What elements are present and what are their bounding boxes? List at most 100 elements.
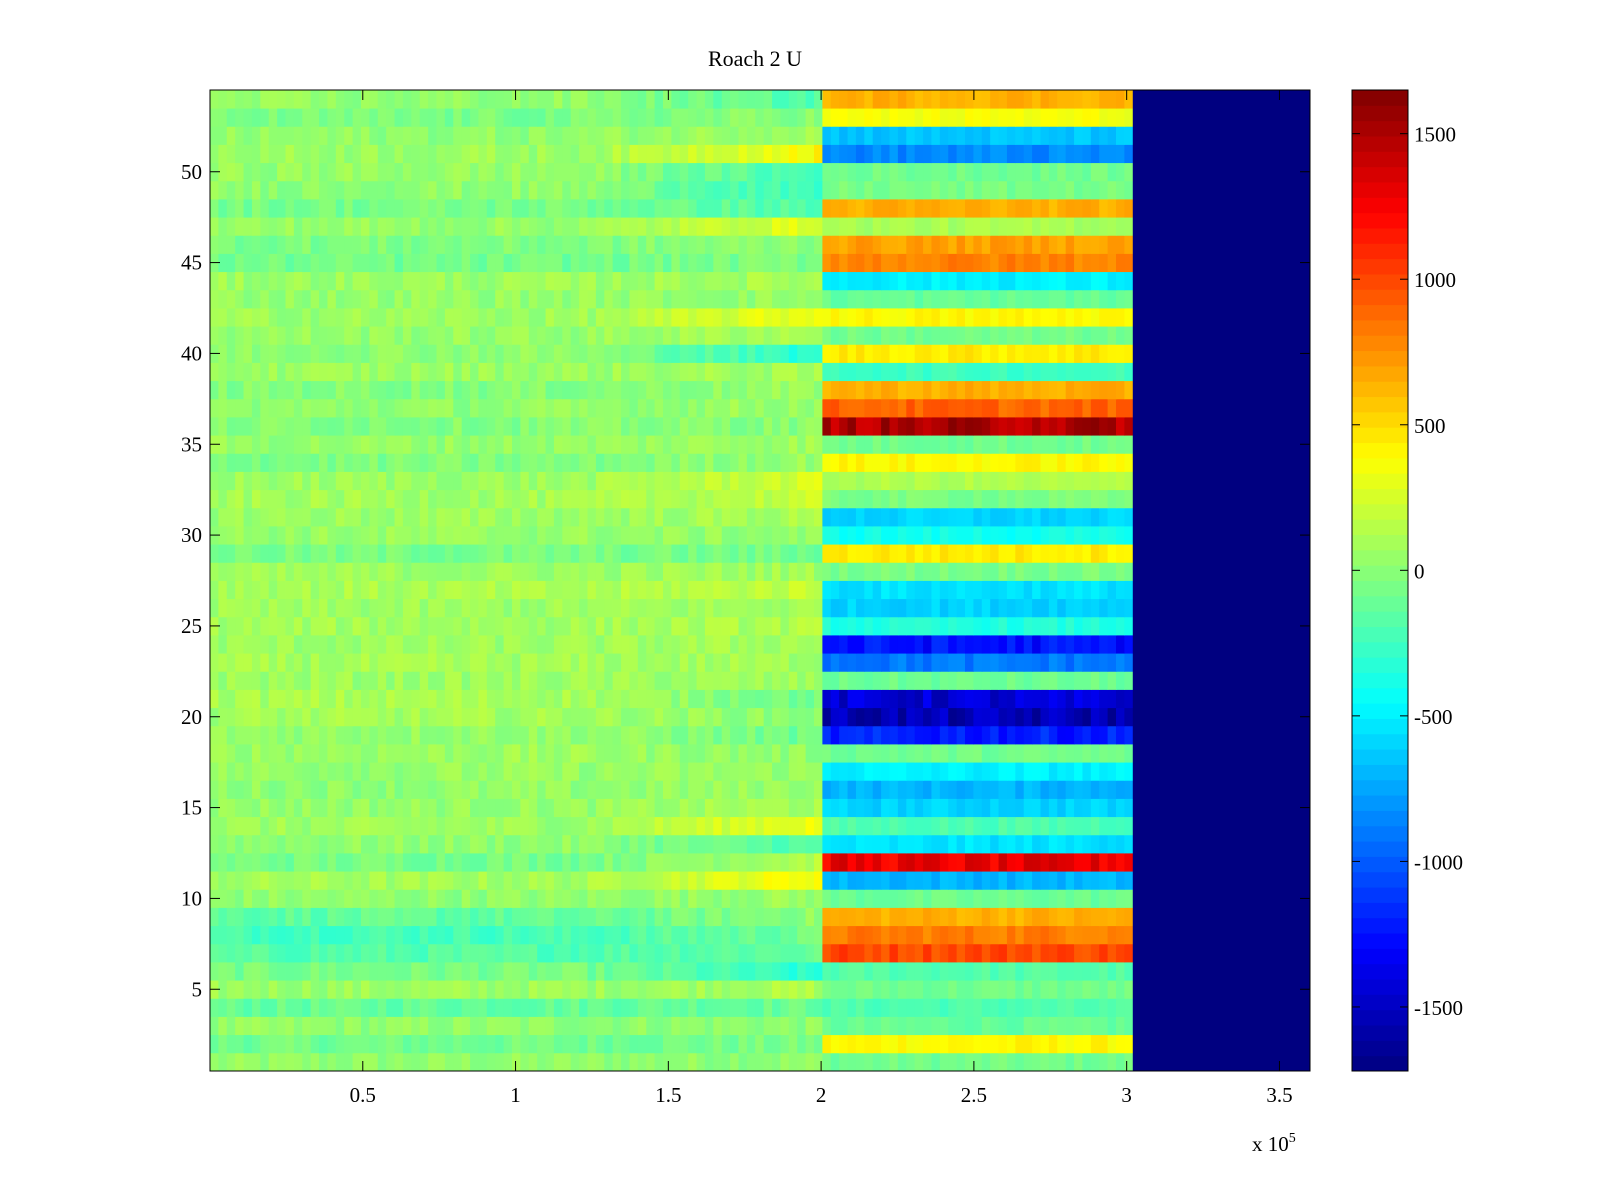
heatmap-cell xyxy=(352,925,362,945)
heatmap-cell xyxy=(218,907,228,927)
heatmap-cell xyxy=(998,707,1008,727)
heatmap-cell xyxy=(931,998,941,1017)
heatmap-cell xyxy=(1040,980,1050,999)
heatmap-cell xyxy=(1015,580,1025,600)
heatmap-cell xyxy=(444,998,454,1017)
heatmap-cell xyxy=(679,526,689,545)
heatmap-cell xyxy=(470,853,480,872)
heatmap-cell xyxy=(537,616,547,636)
heatmap-cell xyxy=(855,598,865,618)
heatmap-cell xyxy=(1082,871,1092,890)
heatmap-cell xyxy=(1074,798,1084,818)
heatmap-cell xyxy=(671,526,681,545)
heatmap-cell xyxy=(814,980,823,999)
heatmap-cell xyxy=(990,907,1000,927)
heatmap-cell xyxy=(713,635,723,654)
heatmap-cell xyxy=(973,889,983,908)
heatmap-cell xyxy=(394,453,404,472)
heatmap-cell xyxy=(260,671,270,690)
heatmap-cell xyxy=(671,907,681,927)
heatmap-cell xyxy=(621,1016,631,1036)
heatmap-cell xyxy=(998,871,1008,890)
heatmap-cell xyxy=(939,780,949,799)
heatmap-cell xyxy=(520,962,530,981)
heatmap-cell xyxy=(998,925,1008,945)
heatmap-cell xyxy=(553,326,563,345)
heatmap-cell xyxy=(579,834,589,854)
heatmap-cell xyxy=(419,235,429,254)
heatmap-cell xyxy=(1082,980,1092,999)
heatmap-cell xyxy=(562,235,572,254)
heatmap-cell xyxy=(570,1016,580,1036)
heatmap-cell xyxy=(520,562,530,581)
heatmap-cell xyxy=(251,653,261,672)
heatmap-cell xyxy=(528,780,538,799)
heatmap-cell xyxy=(411,834,421,854)
heatmap-cell xyxy=(654,653,664,672)
heatmap-cell xyxy=(461,816,471,836)
heatmap-cell xyxy=(1116,998,1125,1017)
heatmap-cell xyxy=(889,998,899,1017)
heatmap-cell xyxy=(696,925,706,945)
heatmap-cell xyxy=(772,1034,782,1054)
heatmap-cell xyxy=(864,635,874,654)
heatmap-cell xyxy=(428,289,438,309)
heatmap-cell xyxy=(637,707,647,727)
heatmap-cell xyxy=(931,616,941,636)
heatmap-cell xyxy=(864,707,874,727)
heatmap-cell xyxy=(604,653,614,672)
heatmap-cell xyxy=(914,1016,924,1036)
heatmap-cell xyxy=(864,417,874,436)
heatmap-cell xyxy=(881,580,891,600)
heatmap-cell xyxy=(881,889,891,908)
heatmap-cell xyxy=(1116,616,1125,636)
heatmap-cell xyxy=(537,1034,547,1054)
heatmap-cell xyxy=(453,544,463,563)
heatmap-cell xyxy=(595,725,605,745)
heatmap-cell xyxy=(1040,998,1050,1017)
heatmap-cell xyxy=(646,689,656,709)
heatmap-cell xyxy=(1006,362,1016,382)
heatmap-cell xyxy=(436,398,446,418)
heatmap-cell xyxy=(990,271,1000,291)
heatmap-cell xyxy=(428,1034,438,1054)
heatmap-cell xyxy=(612,853,622,872)
heatmap-cell xyxy=(864,653,874,672)
heatmap-cell xyxy=(453,834,463,854)
heatmap-cell xyxy=(377,507,387,527)
heatmap-cell xyxy=(864,489,874,509)
heatmap-cell xyxy=(1048,907,1058,927)
heatmap-cell xyxy=(218,871,228,890)
heatmap-cell xyxy=(293,744,303,763)
heatmap-cell xyxy=(772,689,782,709)
heatmap-cell xyxy=(981,671,991,690)
heatmap-cell xyxy=(293,889,303,908)
heatmap-cell xyxy=(461,362,471,382)
heatmap-cell xyxy=(637,925,647,945)
heatmap-cell xyxy=(377,616,387,636)
heatmap-cell xyxy=(973,725,983,745)
heatmap-cell xyxy=(302,616,312,636)
heatmap-cell xyxy=(855,289,865,309)
heatmap-cell xyxy=(1090,289,1100,309)
heatmap-cell xyxy=(688,471,698,491)
heatmap-cell xyxy=(788,308,798,327)
heatmap-cell xyxy=(1057,998,1067,1017)
heatmap-cell xyxy=(352,653,362,672)
heatmap-cell xyxy=(419,744,429,763)
heatmap-cell xyxy=(637,544,647,563)
heatmap-cell xyxy=(1107,635,1117,654)
heatmap-cell xyxy=(235,998,245,1017)
heatmap-cell xyxy=(319,780,329,799)
heatmap-cell xyxy=(637,725,647,745)
heatmap-cell xyxy=(428,417,438,436)
heatmap-cell xyxy=(797,744,807,763)
heatmap-cell xyxy=(335,526,345,545)
heatmap-cell xyxy=(377,453,387,472)
heatmap-cell xyxy=(562,271,572,291)
heatmap-cell xyxy=(990,707,1000,727)
heatmap-cell xyxy=(780,962,790,981)
heatmap-cell xyxy=(654,507,664,527)
heatmap-cell xyxy=(738,289,748,309)
heatmap-cell xyxy=(352,544,362,563)
